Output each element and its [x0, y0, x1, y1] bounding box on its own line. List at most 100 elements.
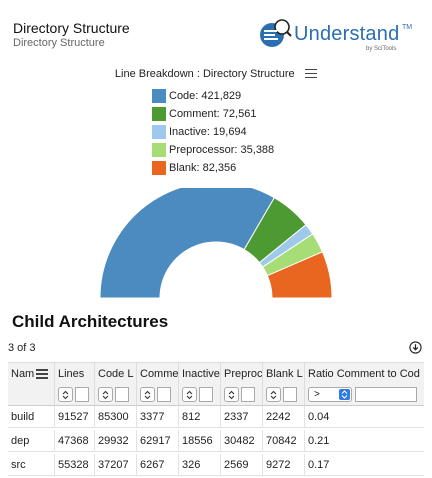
legend-label: Preprocessor: 35,388 — [169, 144, 275, 156]
cell-code-lines: 29932 — [94, 430, 136, 451]
page-subtitle: Directory Structure — [13, 37, 105, 49]
column-header-blank-lines[interactable]: Blank L — [262, 363, 304, 384]
filter-cell-lines — [54, 384, 94, 405]
legend-label: Blank: 82,356 — [169, 162, 237, 174]
chart-menu-icon[interactable] — [305, 68, 318, 79]
column-header-lines[interactable]: Lines — [54, 363, 94, 384]
line-breakdown-chart — [99, 188, 333, 299]
column-header-inactive-lines[interactable]: Inactive — [178, 363, 220, 384]
column-header-name[interactable]: Nam — [8, 363, 54, 384]
understand-logo: Understand TM by SciTools — [258, 16, 428, 56]
filter-input[interactable] — [157, 387, 171, 402]
architecture-link[interactable]: src — [11, 459, 26, 471]
column-header-label: Nam — [11, 368, 35, 380]
logo-trademark: TM — [402, 24, 413, 31]
cell-comment-lines: 6267 — [136, 454, 178, 475]
filter-input[interactable] — [75, 387, 89, 402]
donut-slice-code[interactable] — [99, 188, 275, 299]
donut-slice-blank[interactable] — [266, 251, 333, 299]
sort-arrows-icon — [228, 390, 235, 400]
cell-blank-lines: 2242 — [262, 406, 304, 427]
cell-preprocessor-lines: 2569 — [220, 454, 262, 475]
page-title: Directory Structure — [13, 20, 130, 36]
sort-stepper[interactable] — [140, 387, 155, 402]
legend-swatch — [152, 161, 166, 175]
understand-logo-icon — [260, 19, 292, 47]
table-row[interactable]: dep 47368 29932 62917 18556 30482 70842 … — [8, 430, 424, 452]
legend-item-blank[interactable]: Blank: 82,356 — [152, 160, 352, 176]
sort-stepper[interactable] — [266, 387, 281, 402]
section-title: Child Architectures — [12, 312, 169, 331]
cell-ratio: 0.17 — [304, 454, 424, 475]
legend-swatch — [152, 89, 166, 103]
column-header-code-lines[interactable]: Code L — [94, 363, 136, 384]
cell-preprocessor-lines: 30482 — [220, 430, 262, 451]
legend-item-preprocessor[interactable]: Preprocessor: 35,388 — [152, 142, 352, 158]
cell-code-lines: 85300 — [94, 406, 136, 427]
legend-item-comment[interactable]: Comment: 72,561 — [152, 106, 352, 122]
row-count: 3 of 3 — [8, 342, 36, 354]
column-menu-icon[interactable] — [36, 369, 49, 379]
sort-arrows-icon — [62, 390, 69, 400]
column-header-preprocessor-lines[interactable]: Preproc — [220, 363, 262, 384]
legend-swatch — [152, 107, 166, 121]
legend-label: Inactive: 19,694 — [169, 126, 247, 138]
legend-item-code[interactable]: Code: 421,829 — [152, 88, 352, 104]
legend-item-inactive[interactable]: Inactive: 19,694 — [152, 124, 352, 140]
report-header: Directory Structure Directory Structure … — [0, 0, 432, 62]
table-row[interactable]: build 91527 85300 3377 812 2337 2242 0.0… — [8, 406, 424, 428]
chart-title: Line Breakdown : Directory Structure — [114, 67, 295, 80]
cell-lines: 47368 — [54, 430, 94, 451]
filter-cell-ratio: > — [304, 384, 424, 405]
filter-input[interactable] — [115, 387, 129, 402]
cell-blank-lines: 9272 — [262, 454, 304, 475]
cell-inactive-lines: 18556 — [178, 430, 220, 451]
chart-title-row: Line Breakdown : Directory Structure — [0, 65, 432, 81]
ratio-operator-select[interactable]: > — [308, 387, 352, 402]
cell-code-lines: 37207 — [94, 454, 136, 475]
legend-label: Code: 421,829 — [169, 90, 242, 102]
filter-cell-blank-lines — [262, 384, 304, 405]
sort-arrows-icon — [102, 390, 109, 400]
sort-arrows-icon — [144, 390, 151, 400]
filter-cell-inactive-lines — [178, 384, 220, 405]
sort-arrows-icon — [270, 390, 277, 400]
cell-preprocessor-lines: 2337 — [220, 406, 262, 427]
cell-blank-lines: 70842 — [262, 430, 304, 451]
cell-lines: 91527 — [54, 406, 94, 427]
table-row[interactable]: src 55328 37207 6267 326 2569 9272 0.17 — [8, 454, 424, 476]
select-arrows-icon — [339, 389, 350, 400]
chart-legend: Code: 421,829 Comment: 72,561 Inactive: … — [152, 88, 352, 178]
column-header-comment-lines[interactable]: Comme — [136, 363, 178, 384]
architecture-link[interactable]: build — [11, 411, 35, 423]
legend-swatch — [152, 125, 166, 139]
cell-comment-lines: 3377 — [136, 406, 178, 427]
download-icon[interactable] — [409, 341, 422, 354]
legend-swatch — [152, 143, 166, 157]
ratio-filter-input[interactable] — [355, 387, 417, 402]
cell-inactive-lines: 812 — [178, 406, 220, 427]
filter-cell-preprocessor-lines — [220, 384, 262, 405]
sort-stepper[interactable] — [182, 387, 197, 402]
filter-cell-comment-lines — [136, 384, 178, 405]
cell-ratio: 0.21 — [304, 430, 424, 451]
legend-label: Comment: 72,561 — [169, 108, 257, 120]
filter-input[interactable] — [241, 387, 255, 402]
table-filter-row: > — [8, 384, 424, 406]
logo-wordmark: Understand — [294, 23, 400, 45]
child-architectures-table: Nam Lines Code L Comme Inactive Preproc … — [8, 362, 424, 478]
table-header-row: Nam Lines Code L Comme Inactive Preproc … — [8, 362, 424, 384]
column-header-ratio[interactable]: Ratio Comment to Cod — [304, 363, 424, 384]
sort-stepper[interactable] — [58, 387, 73, 402]
filter-input[interactable] — [199, 387, 213, 402]
sort-stepper[interactable] — [98, 387, 113, 402]
logo-byline: by SciTools — [366, 46, 397, 52]
cell-comment-lines: 62917 — [136, 430, 178, 451]
filter-input[interactable] — [283, 387, 297, 402]
filter-cell-code-lines — [94, 384, 136, 405]
sort-arrows-icon — [186, 390, 193, 400]
cell-inactive-lines: 326 — [178, 454, 220, 475]
cell-lines: 55328 — [54, 454, 94, 475]
architecture-link[interactable]: dep — [11, 435, 30, 447]
sort-stepper[interactable] — [224, 387, 239, 402]
